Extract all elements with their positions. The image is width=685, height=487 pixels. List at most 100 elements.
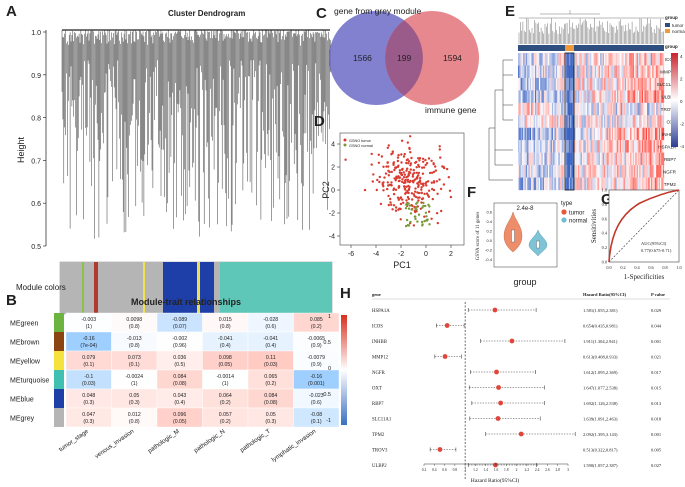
heatmap-cell (561, 77, 563, 91)
heatmap-cell (628, 152, 631, 166)
module-trait-corr: 0.085 (310, 317, 323, 323)
heatmap-cell (598, 77, 601, 91)
pca-point-tumor (432, 170, 436, 174)
heatmap-cell (650, 140, 653, 153)
heatmap-cell (611, 152, 614, 166)
pca-point-tumor (407, 162, 410, 165)
heatmap-cell (561, 65, 563, 79)
heatmap-cell (609, 165, 611, 178)
heatmap-cell (533, 102, 536, 116)
heatmap-cell (639, 177, 641, 191)
pca-y-tick-label: 2 (331, 165, 335, 172)
heatmap-cell (653, 152, 656, 166)
heatmap-cell (570, 115, 572, 128)
panel-label-c: C (316, 5, 327, 22)
heatmap-cell (657, 77, 659, 91)
pca-y-label: PC2 (321, 181, 331, 199)
heatmap-cell (660, 53, 662, 66)
heatmap-cell (602, 115, 605, 128)
heatmap-cell (604, 140, 606, 153)
heatmap-cell (523, 152, 525, 166)
heatmap-cell (577, 165, 580, 178)
panel-f: F 2.4e-8 0.60.40.20.0-0.2-0.4 GSVA score… (467, 184, 587, 287)
module-trait-corr: -0.0065 (307, 336, 325, 342)
heatmap-cell (525, 140, 528, 153)
heatmap-cell (527, 102, 529, 116)
pca-point-tumor (403, 187, 407, 190)
heatmap-cell (559, 127, 562, 141)
heatmap-color-scale (671, 53, 678, 147)
heatmap-cell (615, 140, 618, 153)
heatmap-cell (654, 127, 657, 141)
heatmap-cell (559, 152, 562, 166)
heatmap-cell (584, 115, 586, 128)
pca-point-tumor (434, 165, 437, 168)
heatmap-cell (553, 177, 555, 191)
heatmap-cell (596, 165, 598, 178)
heatmap-cell (563, 65, 566, 79)
heatmap-cell (577, 127, 580, 141)
heatmap-cell (545, 152, 547, 166)
heatmap-cell (644, 140, 646, 153)
heatmap-cell (647, 53, 649, 66)
heatmap-cell (562, 127, 564, 141)
heatmap-cell (639, 77, 641, 91)
pca-point-normal (407, 202, 410, 205)
heatmap-cell (581, 140, 584, 153)
heatmap-cell (614, 90, 616, 103)
heatmap-cell (627, 53, 629, 66)
forest-x-tick-label: 3 (567, 468, 569, 472)
heatmap-cell (581, 152, 584, 166)
heatmap-cell (534, 177, 537, 191)
heatmap-cell (592, 140, 594, 153)
module-row-label: MEgrey (10, 416, 35, 423)
heatmap-cell (564, 127, 567, 141)
heatmap-cell (641, 152, 644, 166)
heatmap-cell (521, 90, 524, 103)
forest-point (437, 447, 443, 452)
heatmap-cell (592, 53, 594, 66)
heatmap-cell (521, 140, 524, 153)
heatmap-cell (563, 115, 566, 128)
heatmap-cell (581, 102, 584, 116)
heatmap-cell (631, 152, 633, 166)
heatmap-gene-label: TPM2 (664, 182, 677, 187)
heatmap-cell (533, 53, 536, 66)
heatmap-cell (525, 115, 528, 128)
heatmap-cell (574, 177, 576, 191)
heatmap-cell (620, 115, 623, 128)
pca-point-normal (426, 218, 429, 221)
pca-point-tumor (408, 185, 411, 189)
heatmap-cell (528, 140, 530, 153)
heatmap-cell (523, 53, 525, 66)
heatmap-cell (533, 165, 536, 178)
pca-point-tumor (430, 181, 433, 184)
pca-point-tumor (418, 179, 422, 182)
pca-point-tumor (389, 197, 392, 201)
heatmap-cell (542, 177, 545, 191)
heatmap-cell (536, 165, 538, 178)
heatmap-cell (584, 177, 586, 191)
heatmap-cell (527, 152, 529, 166)
heatmap-cell (576, 65, 579, 79)
heatmap-cell (566, 177, 568, 191)
heatmap-cell (627, 177, 629, 191)
pca-point-tumor (420, 201, 423, 204)
heatmap-cell (640, 127, 642, 141)
heatmap-cell (589, 102, 592, 116)
heatmap-cell (635, 65, 637, 79)
heatmap-cell (575, 102, 577, 116)
heatmap-cell (632, 165, 635, 178)
heatmap-cell (553, 77, 555, 91)
heatmap-cell (601, 165, 603, 178)
module-trait-pvalue: (1) (131, 381, 138, 387)
heatmap-cell (630, 165, 632, 178)
heatmap-gene-label: HSPA1A (658, 144, 677, 149)
heatmap-cell (523, 177, 525, 191)
heatmap-cell (588, 90, 590, 103)
heatmap-cell (534, 165, 537, 178)
heatmap-cell (624, 115, 627, 128)
heatmap-cell (521, 152, 524, 166)
heatmap-cell (654, 65, 657, 79)
pca-point-tumor (390, 181, 393, 184)
